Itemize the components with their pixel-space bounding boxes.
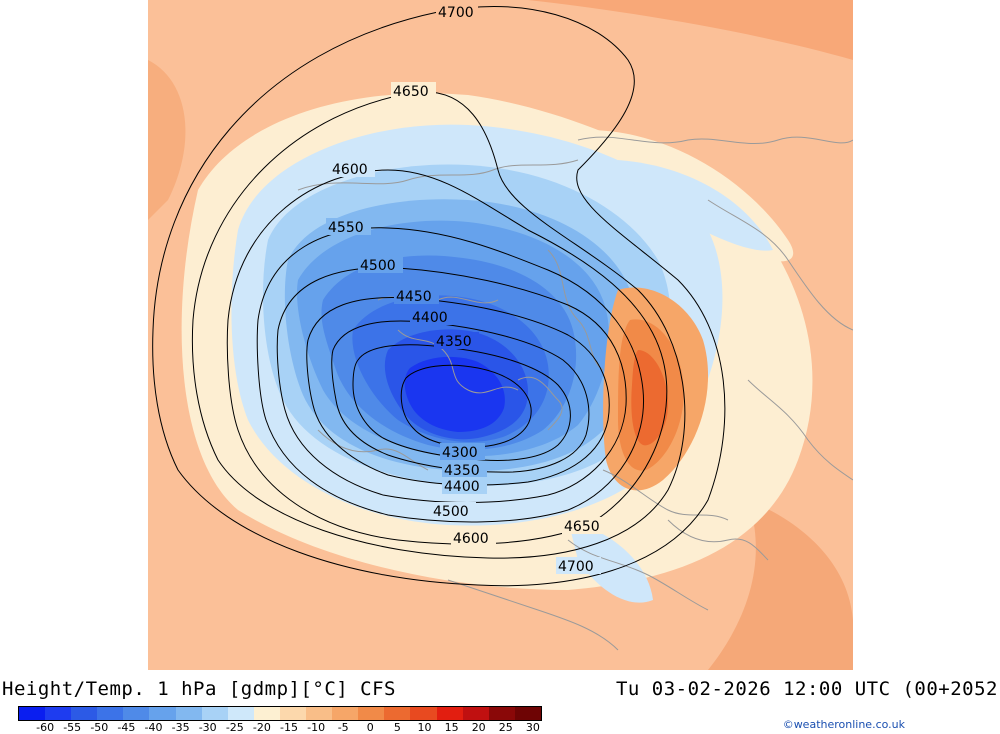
colorbar-tick-label: -25 xyxy=(225,721,244,734)
valid-time: Tu 03-02-2026 12:00 UTC (00+2052 xyxy=(615,678,998,700)
colorbar-swatch xyxy=(97,707,124,720)
colorbar-swatch xyxy=(227,707,254,720)
colorbar-swatch xyxy=(488,707,515,720)
contour-label: 4300 xyxy=(442,445,478,461)
colorbar-tick-label: 25 xyxy=(498,721,513,734)
colorbar-tick-label: 20 xyxy=(471,721,486,734)
height-temperature-map: 4700 4650 4600 4550 4500 4450 4400 4350 … xyxy=(148,0,853,670)
contour-label: 4450 xyxy=(396,289,432,305)
map-panel: 4700 4650 4600 4550 4500 4450 4400 4350 … xyxy=(148,0,853,670)
colorbar-swatch xyxy=(436,707,463,720)
contour-label: 4650 xyxy=(393,84,429,100)
colorbar-swatch xyxy=(253,707,280,720)
contour-label: 4650 xyxy=(564,519,600,535)
colorbar-tick-label: -50 xyxy=(90,721,109,734)
colorbar-swatch xyxy=(123,707,150,720)
colorbar-tick-label: -30 xyxy=(198,721,217,734)
colorbar-tick-label: -45 xyxy=(117,721,136,734)
contour-label: 4500 xyxy=(433,504,469,520)
colorbar-tick-label: -20 xyxy=(252,721,271,734)
colorbar-tick-label: -40 xyxy=(144,721,163,734)
colorbar-swatch xyxy=(384,707,411,720)
contour-label: 4600 xyxy=(453,531,489,547)
colorbar-tick-label: -10 xyxy=(307,721,326,734)
coastlines xyxy=(297,136,853,651)
contour-label: 4350 xyxy=(444,463,480,479)
contour-label: 4400 xyxy=(444,479,480,495)
colorbar-swatch xyxy=(45,707,72,720)
colorbar-swatch xyxy=(19,707,46,720)
colorbar-swatch xyxy=(332,707,359,720)
colorbar-tick-label: 10 xyxy=(417,721,432,734)
colorbar-tick-label: 5 xyxy=(393,721,401,734)
colorbar-tick-label: 0 xyxy=(366,721,374,734)
colorbar-swatch xyxy=(358,707,385,720)
colorbar-ticks: -60 -55 -50 -45 -40 -35 -30 -25 -20 -15 -10 -5 0 5 10 1… xyxy=(18,721,578,734)
colorbar-tick-label: -5 xyxy=(337,721,349,734)
colorbar-swatch xyxy=(149,707,176,720)
colorbar-swatch xyxy=(201,707,228,720)
colorbar-swatch xyxy=(175,707,202,720)
contour-labels: 4700 4650 4600 4550 4500 4450 4400 4350 … xyxy=(326,3,607,575)
chart-title: Height/Temp. 1 hPa [gdmp][°C] CFS xyxy=(2,678,396,700)
colorbar-swatch xyxy=(462,707,489,720)
colorbar-tick-label: 30 xyxy=(525,721,540,734)
colorbar-tick-label: -55 xyxy=(63,721,82,734)
contour-label: 4600 xyxy=(332,162,368,178)
colorbar-swatch xyxy=(279,707,307,720)
colorbar-swatch xyxy=(306,707,333,720)
contour-label: 4500 xyxy=(360,258,396,274)
colorbar-swatch xyxy=(71,707,98,720)
contour-label: 4550 xyxy=(328,220,364,236)
contour-label: 4350 xyxy=(436,334,472,350)
colorbar-swatch xyxy=(410,707,437,720)
colorbar-swatch xyxy=(514,707,541,720)
contour-label: 4400 xyxy=(412,310,448,326)
contour-label: 4700 xyxy=(558,559,594,575)
colorbar-tick-label: -60 xyxy=(36,721,55,734)
temperature-colorbar xyxy=(18,706,542,721)
cold-core xyxy=(404,356,505,432)
colorbar-tick-label: -35 xyxy=(171,721,190,734)
colorbar-tick-label: -15 xyxy=(280,721,298,734)
colorbar-tick-label: 15 xyxy=(444,721,459,734)
credit-link[interactable]: ©weatheronline.co.uk xyxy=(782,718,905,731)
contour-label: 4700 xyxy=(438,5,474,21)
